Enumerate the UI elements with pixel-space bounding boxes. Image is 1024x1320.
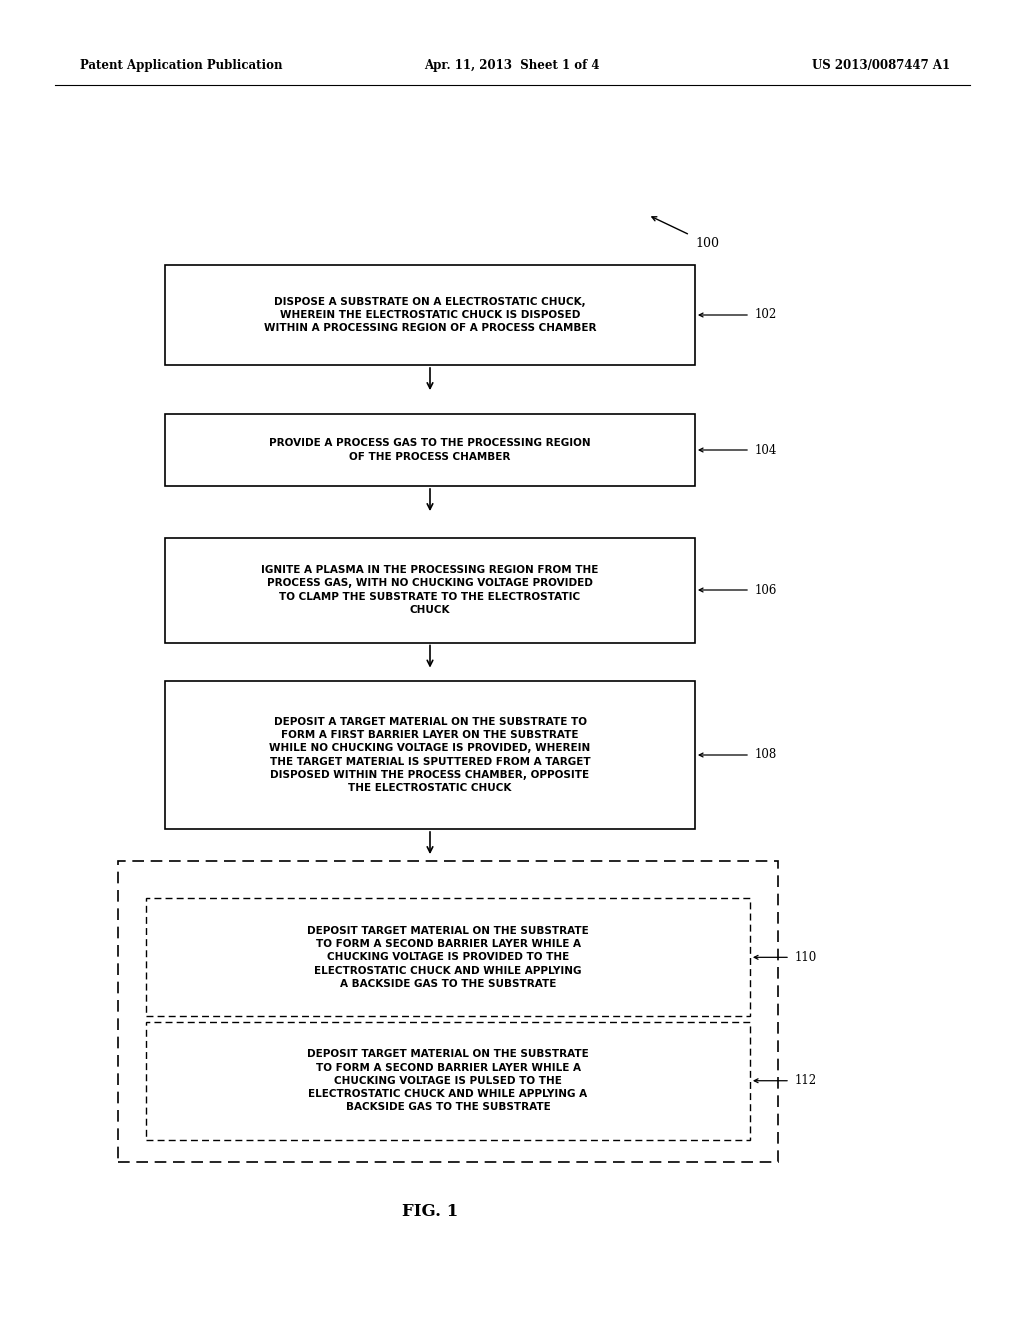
Text: DEPOSIT TARGET MATERIAL ON THE SUBSTRATE
TO FORM A SECOND BARRIER LAYER WHILE A
: DEPOSIT TARGET MATERIAL ON THE SUBSTRATE… (307, 925, 589, 989)
Text: 104: 104 (755, 444, 777, 457)
Text: DISPOSE A SUBSTRATE ON A ELECTROSTATIC CHUCK,
WHEREIN THE ELECTROSTATIC CHUCK IS: DISPOSE A SUBSTRATE ON A ELECTROSTATIC C… (264, 297, 596, 333)
Bar (165, 414, 695, 486)
Text: 102: 102 (755, 309, 777, 322)
Text: 108: 108 (755, 748, 777, 762)
Text: 100: 100 (695, 238, 719, 249)
Text: IGNITE A PLASMA IN THE PROCESSING REGION FROM THE
PROCESS GAS, WITH NO CHUCKING : IGNITE A PLASMA IN THE PROCESSING REGION… (261, 565, 599, 615)
Bar (146, 899, 750, 1016)
Bar (165, 265, 695, 366)
Text: Apr. 11, 2013  Sheet 1 of 4: Apr. 11, 2013 Sheet 1 of 4 (424, 58, 600, 71)
Text: DEPOSIT TARGET MATERIAL ON THE SUBSTRATE
TO FORM A SECOND BARRIER LAYER WHILE A
: DEPOSIT TARGET MATERIAL ON THE SUBSTRATE… (307, 1049, 589, 1113)
Text: DEPOSIT A TARGET MATERIAL ON THE SUBSTRATE TO
FORM A FIRST BARRIER LAYER ON THE : DEPOSIT A TARGET MATERIAL ON THE SUBSTRA… (269, 717, 591, 793)
Text: PROVIDE A PROCESS GAS TO THE PROCESSING REGION
OF THE PROCESS CHAMBER: PROVIDE A PROCESS GAS TO THE PROCESSING … (269, 438, 591, 462)
Text: US 2013/0087447 A1: US 2013/0087447 A1 (812, 58, 950, 71)
Text: 110: 110 (795, 950, 817, 964)
Bar (118, 861, 778, 1162)
Text: 112: 112 (795, 1074, 817, 1088)
Text: Patent Application Publication: Patent Application Publication (80, 58, 283, 71)
Bar (165, 537, 695, 643)
Bar (146, 1022, 750, 1139)
Text: 106: 106 (755, 583, 777, 597)
Bar (165, 681, 695, 829)
Text: FIG. 1: FIG. 1 (401, 1204, 458, 1221)
